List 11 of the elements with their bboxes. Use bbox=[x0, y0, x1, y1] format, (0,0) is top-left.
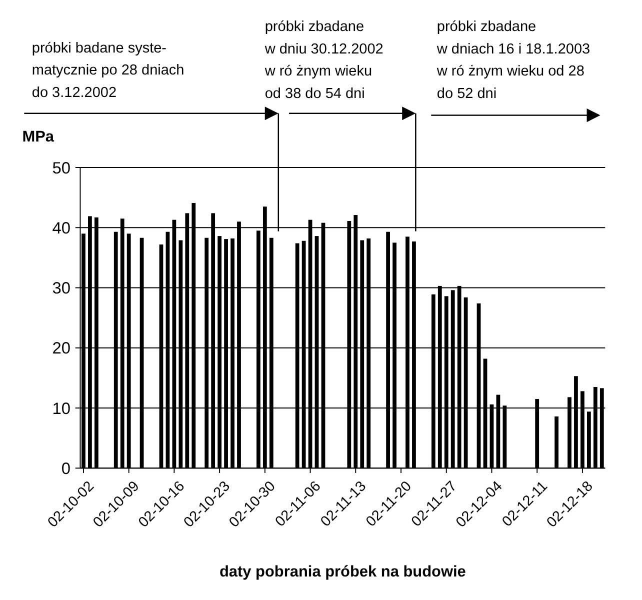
y-tick-label: 30 bbox=[52, 280, 71, 298]
y-tick-label: 0 bbox=[61, 460, 71, 478]
y-tick-label: 10 bbox=[52, 400, 71, 418]
y-tick-label: 20 bbox=[52, 340, 71, 358]
y-tick-label: 50 bbox=[52, 159, 71, 178]
text: próbki zbadane w dniach 16 i 18.1.2003 w ró żnym wieku od 28 do 52 dni bbox=[436, 19, 590, 102]
x-axis-title: daty pobrania próbek na budowie bbox=[219, 563, 466, 580]
text: próbki zbadane w dniu 30.12.2002 w ró żnym wieku od 38 do 54 dni bbox=[264, 19, 384, 102]
y-axis-title: MPa bbox=[22, 128, 54, 146]
text: próbki badane syste- matycznie po 28 dniach do 3.12.2002 bbox=[32, 40, 184, 101]
y-tick-label: 40 bbox=[52, 219, 71, 238]
